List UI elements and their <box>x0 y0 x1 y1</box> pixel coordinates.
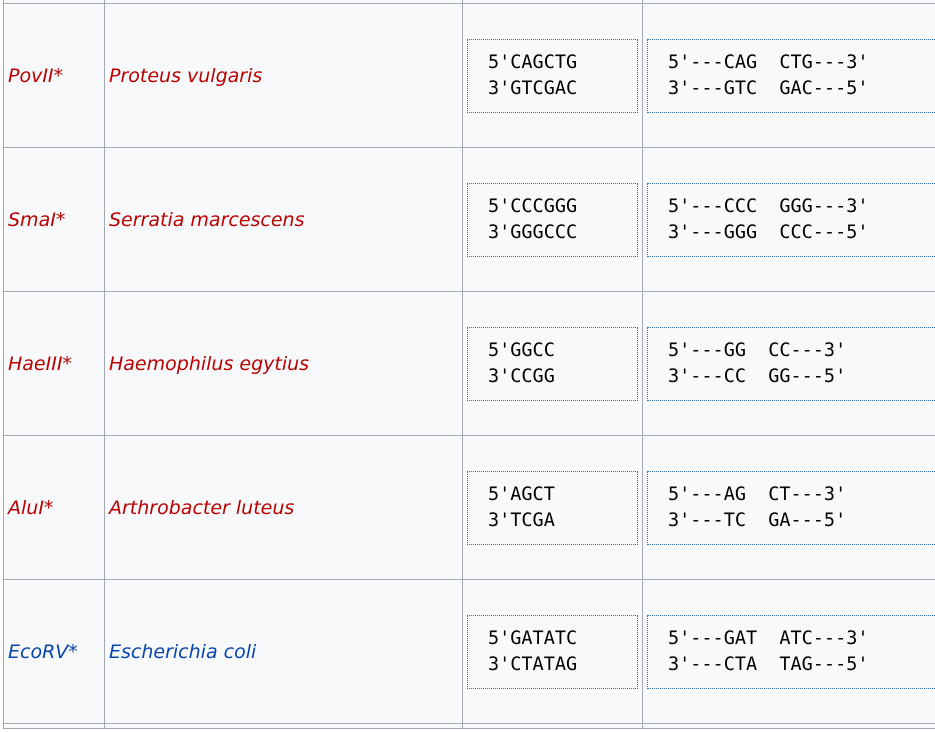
enzyme-cell: SmaI* <box>3 147 105 292</box>
cut-line-5: 5'---GG CC---3' <box>668 339 847 361</box>
recognition-sequence: 5'CAGCTG 3'GTCGAC <box>467 38 638 113</box>
cut-cell: 5'---CCC GGG---3' 3'---GGG CCC---5' <box>642 147 935 292</box>
sequence-line-5: 5'CCCGGG <box>488 195 578 217</box>
source-cell: Serratia marcescens <box>104 147 463 292</box>
recognition-site-cell: 5'CAGCTG 3'GTCGAC <box>462 3 643 148</box>
sequence-line-5: 5'CAGCTG <box>488 51 578 73</box>
enzyme-cell: PovII* <box>3 3 105 148</box>
recognition-sequence: 5'GATATC 3'CTATAG <box>467 614 638 689</box>
enzyme-link[interactable]: EcoRV* <box>8 640 78 663</box>
enzyme-cell: AluI* <box>3 435 105 580</box>
cut-sequence: 5'---GAT ATC---3' 3'---CTA TAG---5' <box>647 614 935 689</box>
recognition-sequence: 5'GGCC 3'CCGG <box>467 326 638 401</box>
recognition-site-cell: 5'GATATC 3'CTATAG <box>462 579 643 724</box>
source-cell: Escherichia coli <box>104 579 463 724</box>
cut-line-3: 3'---CTA TAG---5' <box>668 653 869 675</box>
cut-sequence: 5'---AG CT---3' 3'---TC GA---5' <box>647 470 935 545</box>
cut-line-3: 3'---GGG CCC---5' <box>668 221 869 243</box>
enzyme-link[interactable]: SmaI* <box>8 208 66 231</box>
enzyme-link[interactable]: HaeIII* <box>8 352 72 375</box>
cut-line-5: 5'---AG CT---3' <box>668 483 847 505</box>
sequence-line-5: 5'AGCT <box>488 483 555 505</box>
cut-cell: 5'---AG CT---3' 3'---TC GA---5' <box>642 435 935 580</box>
cut-sequence: 5'---CCC GGG---3' 3'---GGG CCC---5' <box>647 182 935 257</box>
cut-line-5: 5'---CCC GGG---3' <box>668 195 869 217</box>
source-cell: Proteus vulgaris <box>104 3 463 148</box>
cut-sequence: 5'---CAG CTG---3' 3'---GTC GAC---5' <box>647 38 935 113</box>
recognition-sequence: 5'CCCGGG 3'GGGCCC <box>467 182 638 257</box>
table-row: SmaI* Serratia marcescens 5'CCCGGG 3'GGG… <box>3 147 935 292</box>
enzyme-table: PovII* Proteus vulgaris 5'CAGCTG 3'GTCGA… <box>3 0 935 729</box>
sequence-line-5: 5'GATATC <box>488 627 578 649</box>
source-cell: Arthrobacter luteus <box>104 435 463 580</box>
recognition-site-cell: 5'CCCGGG 3'GGGCCC <box>462 147 643 292</box>
cut-line-5: 5'---GAT ATC---3' <box>668 627 869 649</box>
table-row-partial-bottom <box>3 723 935 729</box>
cut-cell: 5'---GAT ATC---3' 3'---CTA TAG---5' <box>642 579 935 724</box>
cut-line-3: 3'---GTC GAC---5' <box>668 77 869 99</box>
cut-cell: 5'---GG CC---3' 3'---CC GG---5' <box>642 291 935 436</box>
enzyme-cell: EcoRV* <box>3 579 105 724</box>
cut-line-3: 3'---CC GG---5' <box>668 365 847 387</box>
enzyme-cell: HaeIII* <box>3 291 105 436</box>
restriction-enzyme-table: PovII* Proteus vulgaris 5'CAGCTG 3'GTCGA… <box>3 0 935 729</box>
source-organism-link[interactable]: Escherichia coli <box>109 640 257 663</box>
recognition-sequence: 5'AGCT 3'TCGA <box>467 470 638 545</box>
source-organism-link[interactable]: Arthrobacter luteus <box>109 496 295 519</box>
source-organism-link[interactable]: Haemophilus egytius <box>109 352 310 375</box>
recognition-site-cell: 5'GGCC 3'CCGG <box>462 291 643 436</box>
enzyme-link[interactable]: PovII* <box>8 64 64 87</box>
cut-sequence: 5'---GG CC---3' 3'---CC GG---5' <box>647 326 935 401</box>
sequence-line-3: 3'TCGA <box>488 509 555 531</box>
table-row: AluI* Arthrobacter luteus 5'AGCT 3'TCGA … <box>3 435 935 580</box>
cut-line-5: 5'---CAG CTG---3' <box>668 51 869 73</box>
table-row: EcoRV* Escherichia coli 5'GATATC 3'CTATA… <box>3 579 935 724</box>
cut-cell: 5'---CAG CTG---3' 3'---GTC GAC---5' <box>642 3 935 148</box>
sequence-line-3: 3'GTCGAC <box>488 77 578 99</box>
sequence-line-3: 3'CTATAG <box>488 653 578 675</box>
source-organism-link[interactable]: Serratia marcescens <box>109 208 305 231</box>
recognition-site-cell: 5'AGCT 3'TCGA <box>462 435 643 580</box>
sequence-line-5: 5'GGCC <box>488 339 555 361</box>
sequence-line-3: 3'CCGG <box>488 365 555 387</box>
table-row: PovII* Proteus vulgaris 5'CAGCTG 3'GTCGA… <box>3 3 935 148</box>
enzyme-link[interactable]: AluI* <box>8 496 54 519</box>
sequence-line-3: 3'GGGCCC <box>488 221 578 243</box>
source-cell: Haemophilus egytius <box>104 291 463 436</box>
source-organism-link[interactable]: Proteus vulgaris <box>109 64 263 87</box>
cut-line-3: 3'---TC GA---5' <box>668 509 847 531</box>
table-row: HaeIII* Haemophilus egytius 5'GGCC 3'CCG… <box>3 291 935 436</box>
